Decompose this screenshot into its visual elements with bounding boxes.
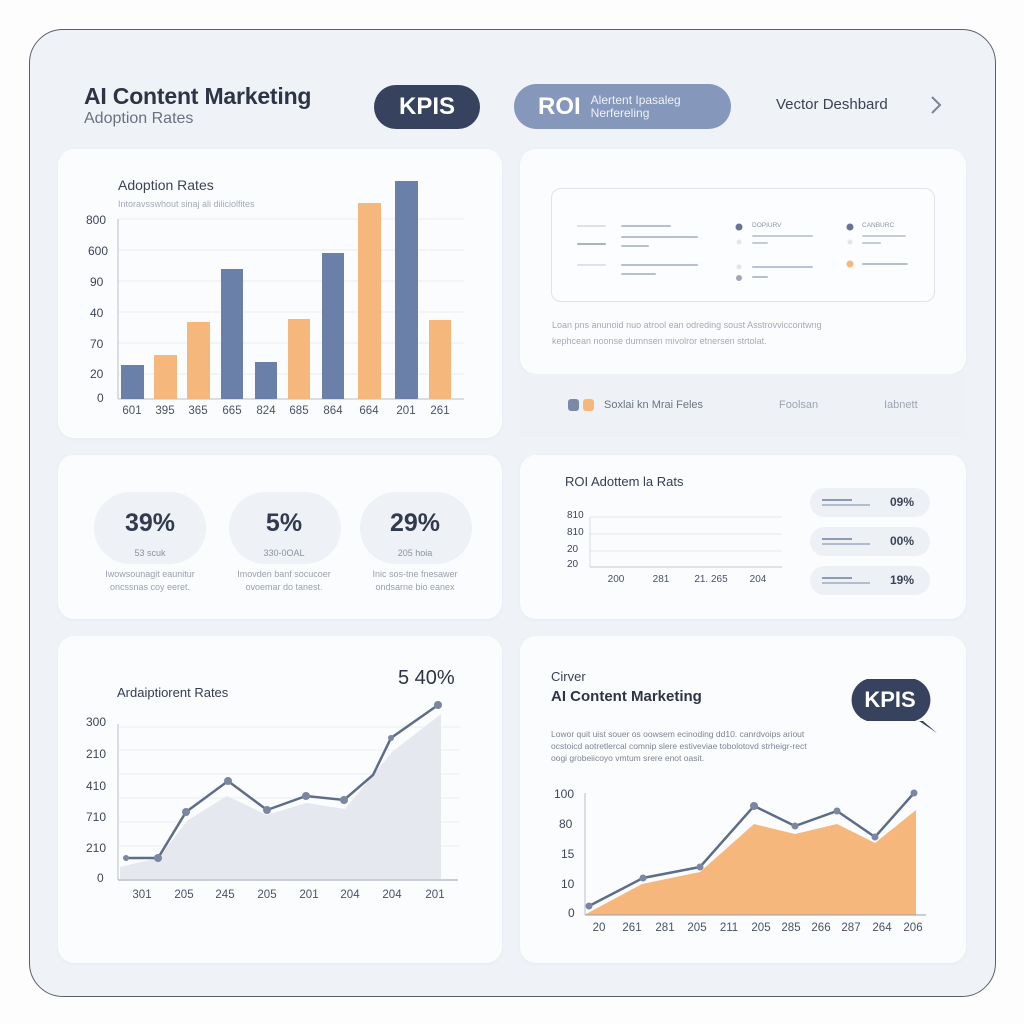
roi-title: ROI Adottem la Rats (565, 474, 684, 489)
legend-swatch-blue (568, 399, 579, 411)
roi-button[interactable]: ROI Alertent Ipasaleg Nerfereling (514, 84, 731, 129)
stat-desc: Inic sos-tne fnesawer ondsarne bio eanex (372, 569, 458, 592)
stat-value: 29% (389, 509, 441, 537)
line-chart-title: Ardaiptiorent Rates (117, 685, 229, 700)
footer-legend-label: Soxlai kn Mrai Feles (604, 399, 704, 411)
roi-metric-pill[interactable]: 00% (810, 527, 930, 556)
info-legend-box (551, 188, 935, 302)
stat-desc: Iwowsounagit eaunitur oncssnas coy eeret. (105, 569, 195, 592)
legend-swatch-orange (583, 399, 594, 411)
kpis-badge[interactable]: KPIS (864, 687, 916, 712)
legend-label-2: CANBURC (862, 222, 895, 229)
area-body: Lowor quit uist souer os oowsem ecinodin… (551, 729, 807, 763)
x-tick: 864 (323, 405, 343, 417)
x-tick: 601 (122, 405, 142, 417)
x-tick: 665 (222, 405, 242, 417)
legend-label-1: DOPIURV (752, 222, 782, 229)
page-subtitle: Adoption Rates (84, 110, 194, 127)
stat-desc: Imovden banf socucoer ovoemar do tanest. (237, 569, 331, 592)
stat-bubble (94, 492, 206, 564)
footer-col2[interactable]: Foolsan (779, 399, 819, 411)
stat-sub: 53 scuk (134, 548, 166, 558)
x-tick: 395 (155, 405, 175, 417)
x-tick: 365 (188, 405, 208, 417)
roi-sub1: Alertent Ipasaleg (590, 92, 681, 107)
roi-sublabel: Alertent Ipasaleg Nerfereling (590, 92, 681, 120)
line-chart-headline: 5 40% (398, 667, 455, 689)
kpis-button[interactable]: KPIS (374, 85, 480, 129)
area-eyebrow: Cirver (551, 669, 586, 684)
area-title: AI Content Marketing (551, 688, 702, 705)
roi-sub2: Nerfereling (590, 105, 650, 120)
x-tick: 261 (430, 405, 450, 417)
roi-label: ROI (538, 92, 581, 120)
kpis-speech-bubble-icon (851, 679, 937, 733)
roi-metric-pill[interactable]: 09% (810, 488, 930, 517)
stat-sub: 205 hoia (397, 548, 433, 558)
info-footer (520, 374, 966, 438)
x-tick: 824 (256, 405, 276, 417)
dashboard-link[interactable]: Vector Deshbard (776, 96, 888, 113)
info-body-1: Loan pns anunoid nuo atrool ean odreding… (552, 320, 822, 330)
bar-chart-caption: Intoravsswhout sinaj ali diliciolfites (118, 199, 255, 209)
x-tick: 201 (396, 405, 416, 417)
x-tick: 664 (359, 405, 379, 417)
stat-value: 5% (265, 509, 303, 537)
x-tick: 685 (289, 405, 309, 417)
bar-chart-title: Adoption Rates (118, 177, 214, 193)
roi-metric-pill[interactable]: 19% (810, 566, 930, 595)
stat-value: 39% (124, 509, 176, 537)
footer-col3[interactable]: Iabnett (884, 399, 918, 411)
stat-sub: 330-0OAL (263, 548, 305, 558)
stat-bubble (229, 492, 341, 564)
page-title: AI Content Marketing (84, 83, 312, 109)
info-body-2: kephcean noonse dumnsen mivolror etnerse… (552, 336, 767, 346)
stat-bubble (360, 492, 472, 564)
chevron-right-icon[interactable] (926, 94, 946, 118)
